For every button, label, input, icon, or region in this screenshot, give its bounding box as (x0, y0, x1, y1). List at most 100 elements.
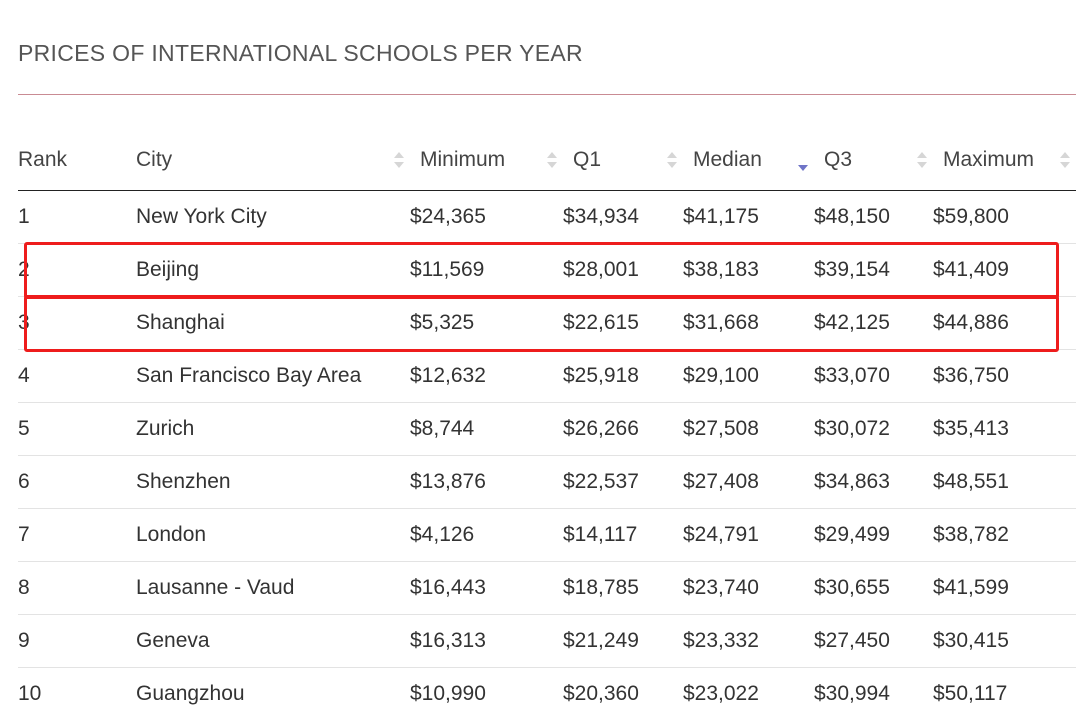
cell-q1: $14,117 (563, 508, 683, 562)
column-header-label: Q3 (824, 148, 853, 171)
table-header: Rank City Minimum Q1 Median (18, 130, 1076, 191)
cell-city: Zurich (136, 402, 410, 456)
cell-q1: $34,934 (563, 190, 683, 244)
cell-city: Guangzhou (136, 667, 410, 716)
header-row: Rank City Minimum Q1 Median (18, 130, 1076, 191)
cell-median: $41,175 (683, 190, 814, 244)
cell-minimum: $24,365 (410, 190, 563, 244)
cell-rank: 6 (18, 455, 136, 509)
column-header-label: Minimum (420, 148, 506, 171)
cell-maximum: $59,800 (933, 190, 1076, 244)
sort-icon[interactable] (394, 151, 404, 169)
cell-q3: $48,150 (814, 190, 933, 244)
table-row: 5 Zurich $8,744 $26,266 $27,508 $30,072 … (18, 402, 1076, 456)
cell-maximum: $30,415 (933, 614, 1076, 668)
cell-median: $27,508 (683, 402, 814, 456)
table-row: 10 Guangzhou $10,990 $20,360 $23,022 $30… (18, 667, 1076, 716)
table-row: 6 Shenzhen $13,876 $22,537 $27,408 $34,8… (18, 455, 1076, 509)
cell-median: $23,022 (683, 667, 814, 716)
cell-maximum: $35,413 (933, 402, 1076, 456)
cell-rank: 3 (18, 296, 136, 350)
table-row: 2 Beijing $11,569 $28,001 $38,183 $39,15… (18, 243, 1076, 297)
prices-table: Rank City Minimum Q1 Median (18, 130, 1076, 716)
cell-maximum: $44,886 (933, 296, 1076, 350)
sort-icon[interactable] (1060, 151, 1070, 169)
cell-q3: $34,863 (814, 455, 933, 509)
table-body: 1 New York City $24,365 $34,934 $41,175 … (18, 190, 1076, 716)
cell-city: Geneva (136, 614, 410, 668)
table-row: 8 Lausanne - Vaud $16,443 $18,785 $23,74… (18, 561, 1076, 615)
cell-q3: $29,499 (814, 508, 933, 562)
cell-minimum: $10,990 (410, 667, 563, 716)
cell-median: $24,791 (683, 508, 814, 562)
sort-icon[interactable] (667, 151, 677, 169)
table-row: 7 London $4,126 $14,117 $24,791 $29,499 … (18, 508, 1076, 562)
cell-city: Lausanne - Vaud (136, 561, 410, 615)
table-row: 4 San Francisco Bay Area $12,632 $25,918… (18, 349, 1076, 403)
column-header-median[interactable]: Median (683, 130, 814, 191)
cell-maximum: $36,750 (933, 349, 1076, 403)
cell-city: New York City (136, 190, 410, 244)
column-header-maximum[interactable]: Maximum (933, 130, 1076, 191)
cell-minimum: $11,569 (410, 243, 563, 297)
column-header-rank[interactable]: Rank (18, 130, 136, 191)
cell-rank: 10 (18, 667, 136, 716)
cell-rank: 4 (18, 349, 136, 403)
cell-minimum: $12,632 (410, 349, 563, 403)
column-header-label: Q1 (573, 148, 602, 171)
cell-q1: $26,266 (563, 402, 683, 456)
sort-icon[interactable] (547, 151, 557, 169)
cell-rank: 8 (18, 561, 136, 615)
column-header-q3[interactable]: Q3 (814, 130, 933, 191)
column-header-label: Maximum (943, 148, 1035, 171)
cell-q1: $18,785 (563, 561, 683, 615)
cell-median: $23,740 (683, 561, 814, 615)
title-divider (18, 94, 1076, 95)
column-header-label: Median (693, 148, 762, 171)
cell-maximum: $50,117 (933, 667, 1076, 716)
cell-minimum: $16,313 (410, 614, 563, 668)
column-header-q1[interactable]: Q1 (563, 130, 683, 191)
cell-maximum: $38,782 (933, 508, 1076, 562)
table-row: 3 Shanghai $5,325 $22,615 $31,668 $42,12… (18, 296, 1076, 350)
cell-q3: $33,070 (814, 349, 933, 403)
cell-minimum: $13,876 (410, 455, 563, 509)
cell-median: $27,408 (683, 455, 814, 509)
cell-median: $29,100 (683, 349, 814, 403)
sort-descending-icon[interactable] (798, 151, 808, 171)
sort-icon[interactable] (917, 151, 927, 169)
cell-minimum: $5,325 (410, 296, 563, 350)
cell-rank: 1 (18, 190, 136, 244)
column-header-label: City (136, 148, 173, 171)
cell-q1: $20,360 (563, 667, 683, 716)
cell-rank: 7 (18, 508, 136, 562)
cell-rank: 9 (18, 614, 136, 668)
column-header-minimum[interactable]: Minimum (410, 130, 563, 191)
cell-city: London (136, 508, 410, 562)
cell-maximum: $48,551 (933, 455, 1076, 509)
cell-median: $31,668 (683, 296, 814, 350)
cell-q1: $25,918 (563, 349, 683, 403)
cell-q1: $21,249 (563, 614, 683, 668)
cell-median: $23,332 (683, 614, 814, 668)
table-row: 1 New York City $24,365 $34,934 $41,175 … (18, 190, 1076, 244)
column-header-label: Rank (18, 148, 68, 171)
cell-minimum: $4,126 (410, 508, 563, 562)
cell-city: Beijing (136, 243, 410, 297)
cell-q3: $27,450 (814, 614, 933, 668)
cell-minimum: $8,744 (410, 402, 563, 456)
cell-maximum: $41,599 (933, 561, 1076, 615)
cell-q3: $30,994 (814, 667, 933, 716)
cell-q3: $30,072 (814, 402, 933, 456)
cell-rank: 2 (18, 243, 136, 297)
cell-q1: $22,537 (563, 455, 683, 509)
table-row: 9 Geneva $16,313 $21,249 $23,332 $27,450… (18, 614, 1076, 668)
cell-median: $38,183 (683, 243, 814, 297)
cell-city: Shanghai (136, 296, 410, 350)
cell-q3: $39,154 (814, 243, 933, 297)
cell-minimum: $16,443 (410, 561, 563, 615)
cell-q3: $42,125 (814, 296, 933, 350)
cell-rank: 5 (18, 402, 136, 456)
column-header-city[interactable]: City (136, 130, 410, 191)
